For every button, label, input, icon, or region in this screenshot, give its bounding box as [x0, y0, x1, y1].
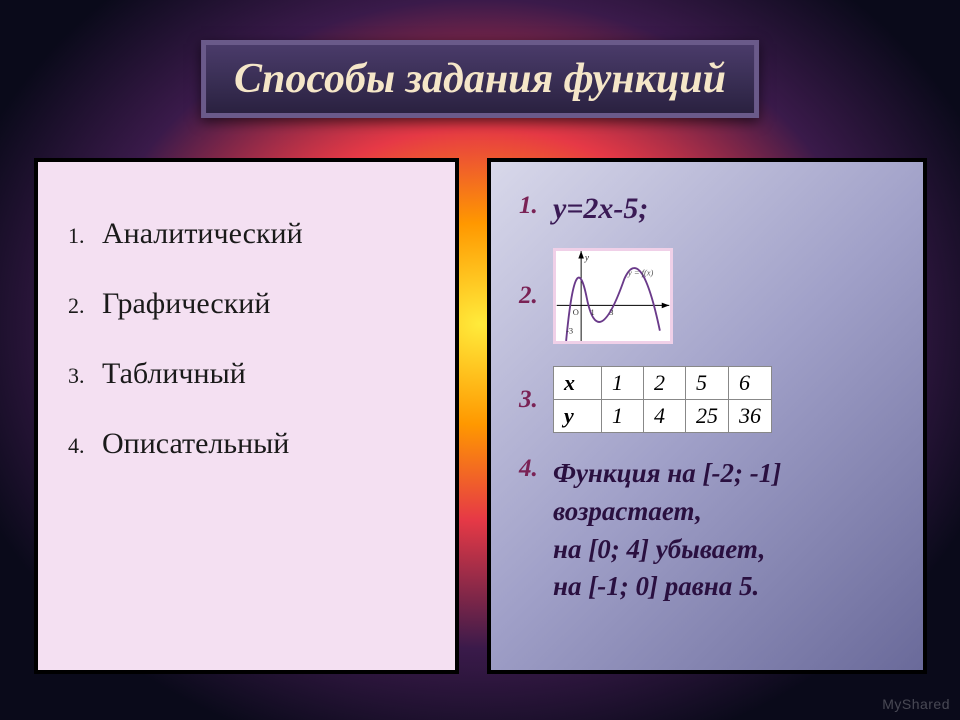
table-cell: 1 — [602, 367, 644, 400]
example-graphic: 2. y y = f(x) O 1 3 -3 — [519, 248, 895, 344]
origin-label: O — [573, 307, 579, 317]
example-table: 3. x 1 2 5 6 y 1 4 25 36 — [519, 366, 895, 433]
example-analytic: 1. y=2x-5; — [519, 192, 895, 226]
methods-list: 1. Аналитический 2. Графический 3. Табли… — [68, 217, 425, 461]
list-num: 1. — [68, 223, 92, 249]
formula-text: y=2x-5; — [553, 192, 648, 226]
list-text: Аналитический — [102, 217, 303, 251]
list-num: 2. — [68, 293, 92, 319]
tick-label: 3 — [609, 307, 613, 317]
desc-line: возрастает, — [553, 493, 781, 531]
table-row: x 1 2 5 6 — [554, 367, 772, 400]
example-num: 1. — [519, 192, 549, 220]
example-num: 4. — [519, 455, 549, 483]
graph-fx-label: y = f(x) — [627, 267, 654, 277]
list-item: 3. Табличный — [68, 357, 425, 391]
table-row: y 1 4 25 36 — [554, 400, 772, 433]
title-banner: Способы задания функций — [201, 40, 759, 118]
list-text: Табличный — [102, 357, 246, 391]
list-text: Графический — [102, 287, 270, 321]
function-graph: y y = f(x) O 1 3 -3 — [553, 248, 673, 344]
right-panel: 1. y=2x-5; 2. y y = f(x) O 1 3 -3 3. — [487, 158, 927, 674]
table-cell: 1 — [602, 400, 644, 433]
list-text: Описательный — [102, 427, 289, 461]
desc-line: на [0; 4] убывает, — [553, 531, 781, 569]
watermark: MyShared — [882, 696, 950, 712]
list-item: 1. Аналитический — [68, 217, 425, 251]
table-cell: 5 — [686, 367, 729, 400]
tick-label: 1 — [591, 307, 595, 317]
table-cell: 4 — [644, 400, 686, 433]
desc-line: на [-1; 0] равна 5. — [553, 568, 781, 606]
list-item: 4. Описательный — [68, 427, 425, 461]
page-title: Способы задания функций — [234, 55, 726, 103]
table-cell: 25 — [686, 400, 729, 433]
table-header-x: x — [554, 367, 602, 400]
example-descriptive: 4. Функция на [-2; -1] возрастает, на [0… — [519, 455, 895, 606]
tick-label: -3 — [566, 326, 573, 336]
table-header-y: y — [554, 400, 602, 433]
axis-label-y: y — [584, 253, 590, 263]
xy-table: x 1 2 5 6 y 1 4 25 36 — [553, 366, 772, 433]
list-num: 4. — [68, 433, 92, 459]
list-item: 2. Графический — [68, 287, 425, 321]
table-cell: 6 — [729, 367, 772, 400]
description-text: Функция на [-2; -1] возрастает, на [0; 4… — [553, 455, 781, 606]
example-num: 2. — [519, 282, 549, 310]
desc-line: Функция на [-2; -1] — [553, 455, 781, 493]
example-num: 3. — [519, 386, 549, 414]
list-num: 3. — [68, 363, 92, 389]
left-panel: 1. Аналитический 2. Графический 3. Табли… — [34, 158, 459, 674]
table-cell: 36 — [729, 400, 772, 433]
table-cell: 2 — [644, 367, 686, 400]
